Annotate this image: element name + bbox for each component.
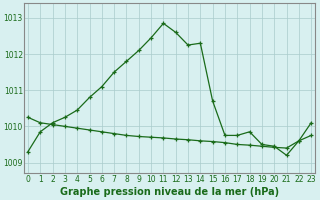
X-axis label: Graphe pression niveau de la mer (hPa): Graphe pression niveau de la mer (hPa) [60, 187, 279, 197]
